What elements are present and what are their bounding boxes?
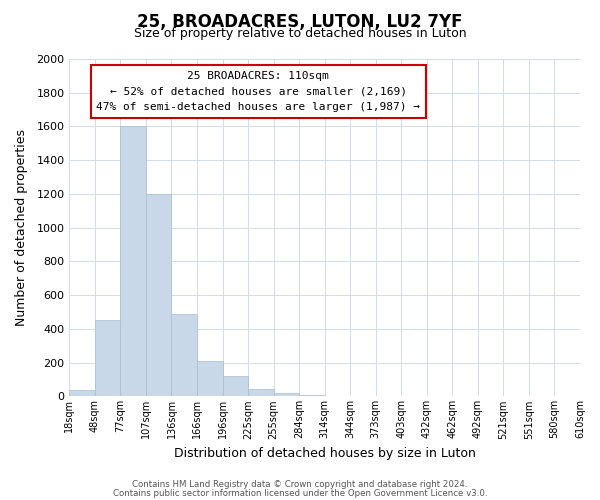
Bar (248, 389, 274, 396)
Bar (299, 395, 325, 396)
Bar (70, 390, 95, 396)
Text: Size of property relative to detached houses in Luton: Size of property relative to detached ho… (134, 28, 466, 40)
Y-axis label: Number of detached properties: Number of detached properties (15, 129, 28, 326)
Bar (95, 320, 121, 396)
Bar (223, 376, 248, 396)
Text: 25 BROADACRES: 110sqm
← 52% of detached houses are smaller (2,169)
47% of semi-d: 25 BROADACRES: 110sqm ← 52% of detached … (96, 71, 420, 112)
Bar (121, 126, 146, 396)
Text: Contains public sector information licensed under the Open Government Licence v3: Contains public sector information licen… (113, 489, 487, 498)
Text: Contains HM Land Registry data © Crown copyright and database right 2024.: Contains HM Land Registry data © Crown c… (132, 480, 468, 489)
Bar (172, 314, 197, 396)
Text: 25, BROADACRES, LUTON, LU2 7YF: 25, BROADACRES, LUTON, LU2 7YF (137, 12, 463, 30)
Bar (274, 393, 299, 396)
X-axis label: Distribution of detached houses by size in Luton: Distribution of detached houses by size … (174, 447, 476, 460)
Bar (146, 194, 172, 396)
Bar (197, 361, 223, 396)
